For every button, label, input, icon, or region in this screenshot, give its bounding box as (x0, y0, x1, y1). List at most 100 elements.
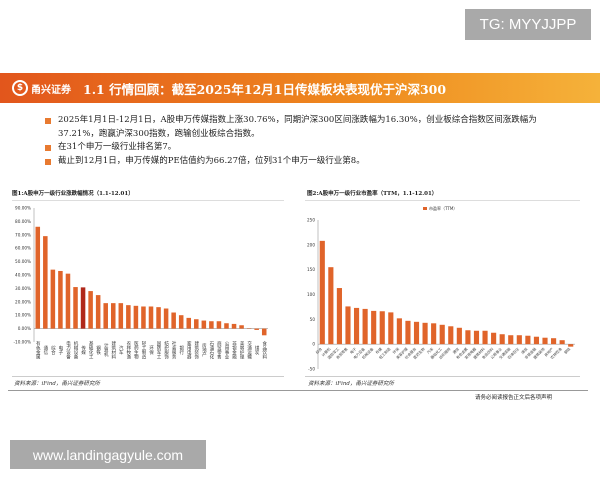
bar (568, 344, 574, 347)
bar (216, 321, 222, 329)
y-tick-label: 80.00% (15, 219, 31, 224)
x-tick-label: 家用电器 (186, 340, 191, 361)
x-tick-label: 计算机 (320, 346, 331, 357)
bar (542, 337, 548, 345)
x-tick-label: 国防军工 (156, 341, 161, 360)
bar (396, 318, 402, 345)
bar (473, 330, 480, 345)
x-tick-label: 电力设备 (65, 340, 70, 361)
bar (110, 303, 116, 329)
bar (209, 321, 214, 329)
bar (328, 267, 334, 345)
bar (118, 303, 124, 329)
y-tick-label: 70.00% (15, 232, 31, 237)
y-tick-label: 10.00% (15, 313, 31, 318)
y-tick-label: 0.00% (18, 326, 31, 331)
bar (353, 307, 360, 345)
logo-text: 甬兴证券 (31, 84, 71, 96)
bar (88, 291, 93, 329)
x-tick-label: 医药生物 (133, 341, 138, 361)
x-tick-label: 食品饮料 (262, 340, 267, 361)
chart1-title: 图1:A股申万一级行业涨跌幅情况（1.1-12.01） (12, 191, 134, 197)
bar (239, 325, 244, 329)
x-tick-label: 石油石化 (209, 341, 214, 361)
bar (65, 273, 71, 329)
x-tick-label: 通信 (43, 344, 48, 356)
bar (50, 269, 56, 329)
bar (231, 323, 237, 329)
bar (448, 326, 454, 345)
chart1-source: 资料来源：iFind，甬兴证券研究所 (14, 381, 100, 387)
y-tick-label: -50 (308, 367, 315, 372)
x-tick-label: 公用事业 (224, 341, 229, 359)
x-tick-label: 社会服务 (171, 340, 176, 361)
bar (422, 322, 428, 345)
bar (254, 328, 259, 330)
bar (413, 321, 420, 345)
legend-label: 市盈率（TTM） (429, 205, 457, 211)
x-tick-label: 房地产 (201, 342, 206, 358)
bar (163, 308, 169, 329)
bar (431, 323, 437, 345)
bullet-item: 截止到12月1日，申万传媒的PE估值约为66.27倍，位列31个申万一级行业第8… (44, 155, 564, 169)
chart2-source: 资料来源：iFind，甬兴证券研究所 (308, 381, 394, 387)
bar (133, 305, 139, 329)
x-tick-label: 计算机 (103, 342, 108, 358)
x-tick-label: 非银金融 (232, 340, 237, 361)
x-tick-label: 农林牧渔 (126, 340, 131, 361)
x-tick-label: 建筑材料 (111, 340, 116, 361)
watermark-bottom: www.landingagyule.com (10, 440, 206, 469)
bar (186, 317, 192, 329)
bar (345, 306, 351, 345)
bar (194, 319, 199, 329)
bullet-list: 2025年1月1日-12月1日，A股申万传媒指数上涨30.76%，同期沪深300… (44, 114, 564, 168)
bar (516, 335, 522, 345)
bar (379, 311, 385, 345)
bar (499, 334, 505, 345)
bar (261, 328, 267, 336)
bar (319, 240, 325, 345)
bar (35, 226, 41, 329)
bar (336, 288, 342, 345)
x-tick-label: 银行 (179, 344, 184, 356)
y-tick-label: 30.00% (15, 286, 31, 291)
bar (141, 306, 146, 329)
x-tick-label: 基础化工 (88, 340, 93, 360)
x-tick-label: 传媒 (81, 344, 86, 356)
x-tick-label: 汽车 (118, 344, 123, 356)
x-tick-label: 钢铁 (563, 346, 572, 355)
brand-logo: $ 甬兴证券 (12, 80, 71, 96)
bar (126, 305, 131, 329)
bullet-item: 2025年1月1日-12月1日，A股申万传媒指数上涨30.76%，同期沪深300… (44, 114, 564, 141)
x-tick-label: 汽车 (426, 346, 435, 355)
y-tick-label: 50 (310, 317, 316, 322)
bar (156, 307, 161, 329)
bar (439, 324, 445, 345)
bar (73, 287, 78, 329)
legend-swatch (423, 207, 427, 210)
bar (533, 336, 540, 345)
x-tick-label: 通信 (451, 346, 460, 355)
bar (456, 327, 462, 345)
x-tick-label: 房地产 (543, 346, 554, 357)
chart1: -10.00% 0.00% 10.00% 20.00% 30.00% 40.00% 50.0… (14, 206, 268, 361)
bar (148, 306, 154, 329)
x-tick-label: 建筑装饰 (194, 340, 199, 361)
disclaimer-footer: 请务必阅读报告正文后各项声明 (475, 395, 553, 401)
x-tick-label: 综合 (50, 344, 55, 356)
bar (95, 295, 101, 329)
bar (178, 315, 184, 329)
bar (559, 340, 565, 345)
x-tick-label: 电子 (58, 344, 63, 355)
y-tick-label: 90.00% (15, 206, 31, 211)
x-tick-label: 电子 (349, 346, 358, 355)
x-tick-label: 钢铁 (96, 344, 101, 356)
x-tick-label: 轻工制造 (141, 340, 146, 361)
bar (224, 323, 229, 329)
x-tick-label: 有色金属 (35, 340, 40, 361)
bar (171, 312, 176, 329)
x-tick-label: 综合 (314, 346, 323, 355)
bar (103, 303, 108, 329)
bullet-item: 在31个申万一级行业排名第7。 (44, 141, 564, 155)
